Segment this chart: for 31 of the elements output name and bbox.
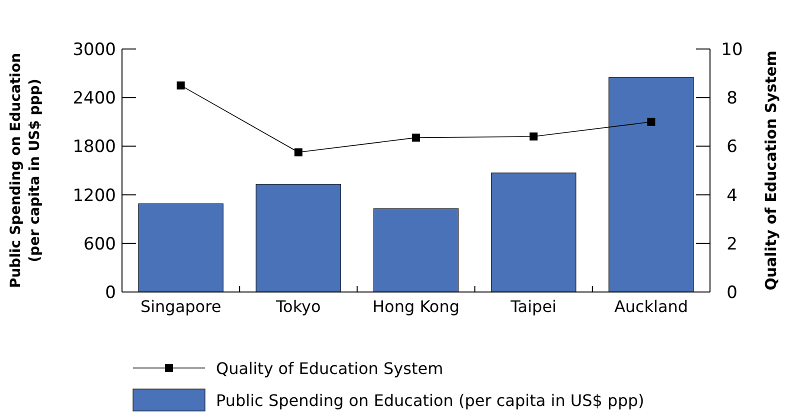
- point: [412, 134, 420, 142]
- y2-tick-label: 10: [721, 40, 743, 60]
- y2-axis-title: Quality of Education System: [762, 50, 780, 290]
- y-tick-label: 1800: [72, 137, 116, 158]
- x-tick-label: Singapore: [140, 297, 222, 316]
- y-tick-label: 1200: [72, 186, 116, 206]
- point: [294, 148, 302, 156]
- bar: [608, 77, 694, 292]
- x-tick-label: Auckland: [614, 297, 688, 316]
- y2-tick-label: 8: [726, 88, 738, 109]
- x-tick-label: Tokyo: [275, 297, 321, 316]
- bar: [138, 203, 224, 292]
- x-tick-label: Hong Kong: [372, 297, 460, 316]
- x-tick-label: Taipei: [510, 297, 557, 316]
- y-tick-label: 2400: [72, 88, 116, 109]
- point: [647, 118, 656, 126]
- legend-label: Quality of Education System: [216, 359, 444, 378]
- y-tick-label: 0: [105, 283, 116, 303]
- y-tick-label: 3000: [72, 40, 116, 60]
- legend-label: Public Spending on Education (per capita in US$ ppp): [216, 391, 644, 410]
- y-tick-label: 600: [84, 234, 116, 254]
- y2-tick-label: 6: [726, 137, 738, 158]
- point: [176, 81, 185, 90]
- y2-tick-label: 4: [726, 186, 738, 206]
- point: [530, 132, 538, 140]
- y-axis-title: Public Spending on Education (per capita in US$ ppp): [8, 52, 43, 288]
- bar: [373, 208, 459, 292]
- y2-tick-label: 0: [726, 283, 738, 303]
- bar: [256, 184, 342, 292]
- y2-tick-label: 2: [726, 234, 738, 254]
- bar: [490, 172, 576, 292]
